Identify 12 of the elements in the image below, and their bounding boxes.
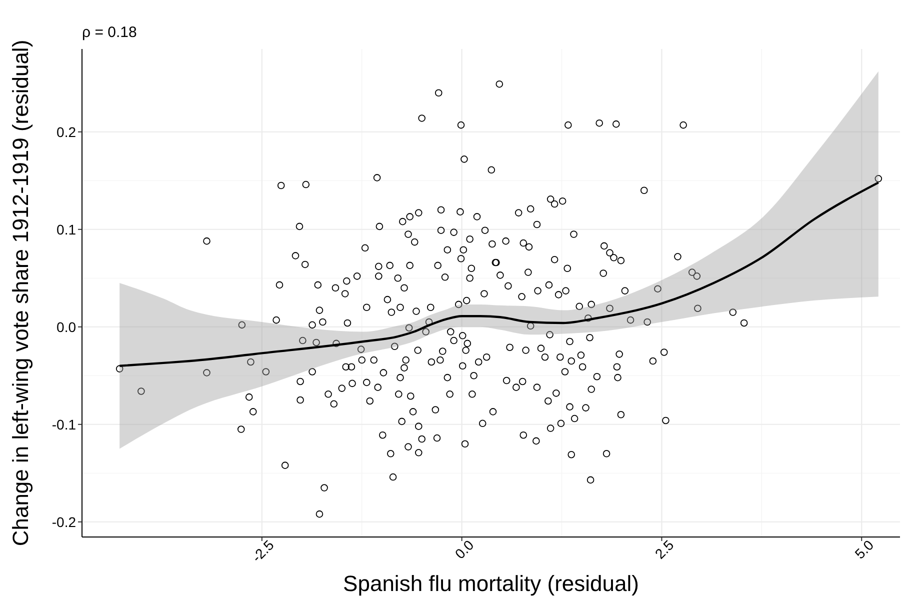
x-tick-label: 0.0: [452, 536, 477, 562]
y-tick-label: 0.1: [56, 221, 76, 238]
y-tick-label: 0.2: [56, 124, 76, 140]
chart-title: ρ = 0.18: [82, 24, 137, 41]
x-tick-label: 2.5: [652, 536, 677, 562]
x-tick-label: -2.5: [248, 536, 278, 566]
y-axis-title: Change in left-wing vote share 1912-1919 (residual): [8, 40, 33, 546]
y-tick-label: -0.2: [52, 514, 76, 530]
y-tick-label: -0.1: [52, 416, 76, 432]
x-axis-title: Spanish flu mortality (residual): [343, 571, 639, 596]
x-tick-label: 5.0: [852, 536, 877, 562]
y-tick-label: 0.0: [56, 318, 76, 335]
